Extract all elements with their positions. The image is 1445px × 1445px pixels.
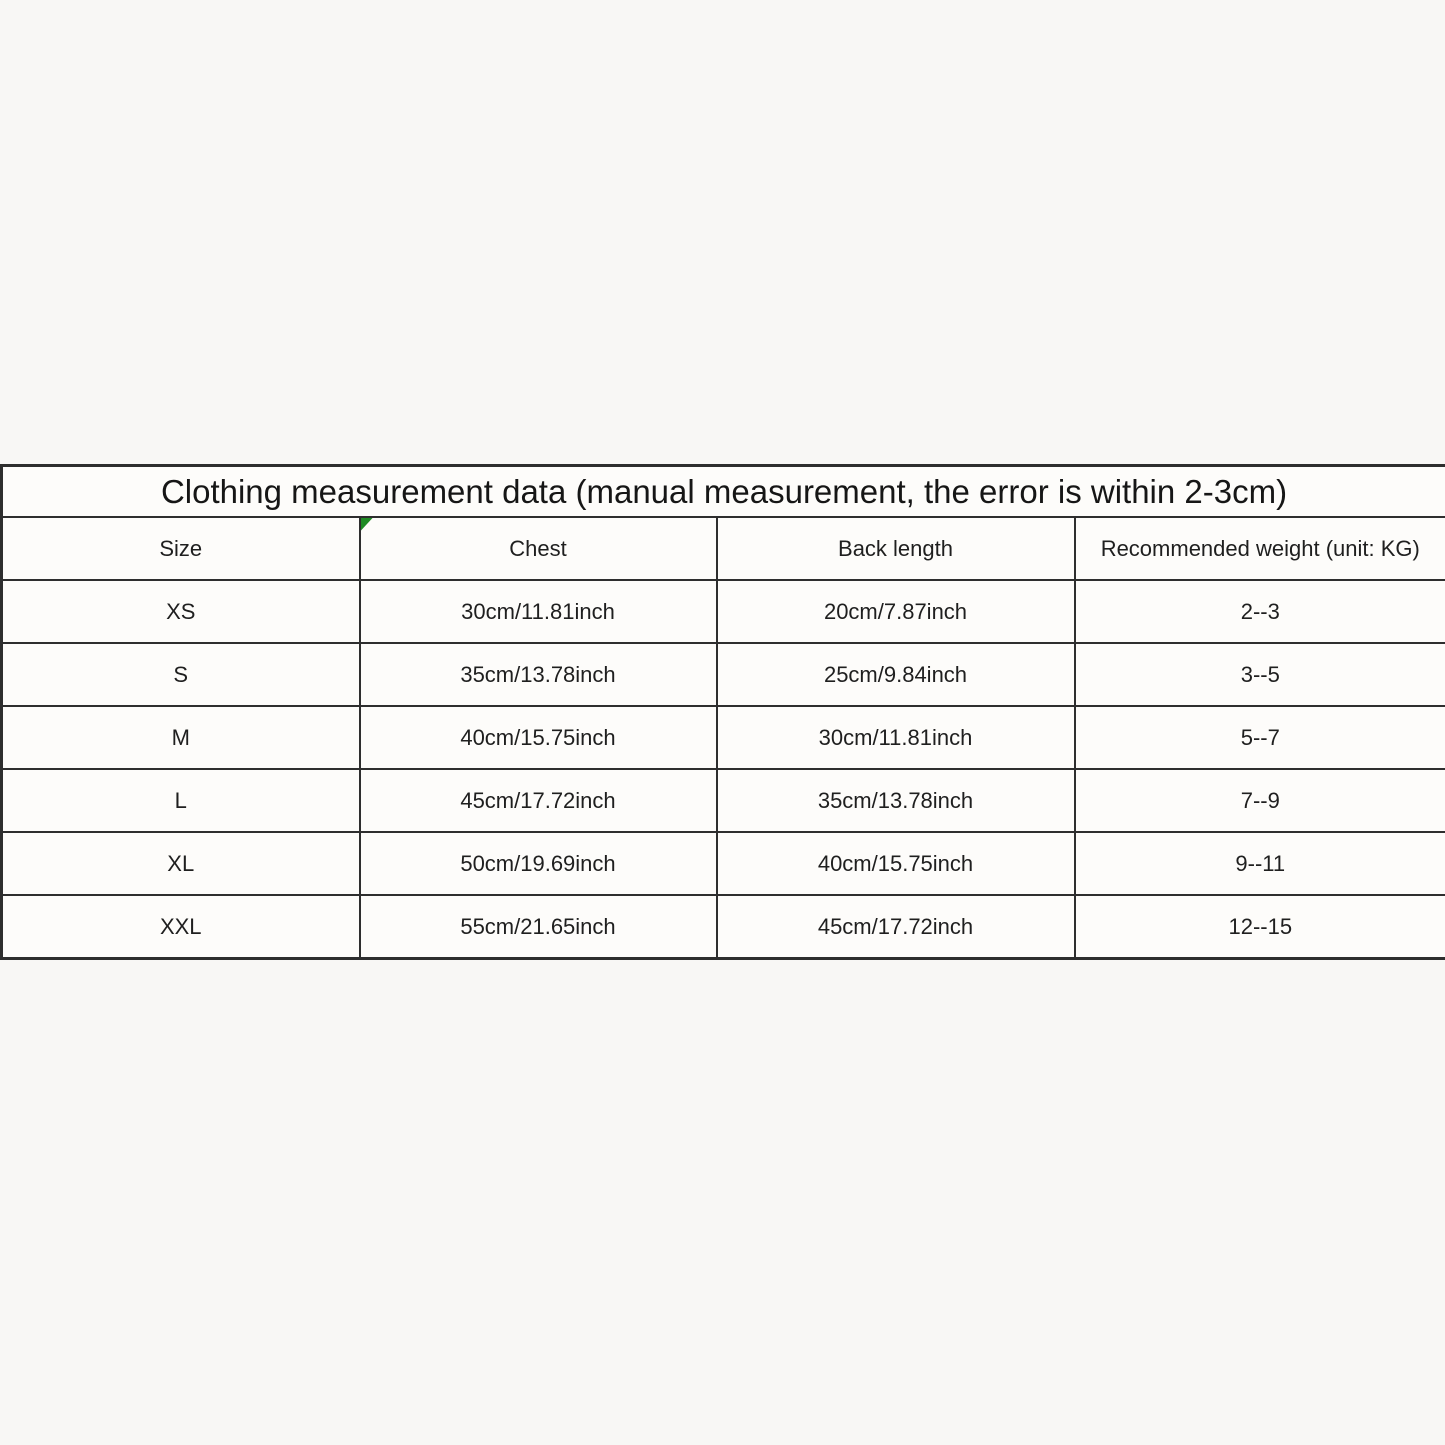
size-cell: S [0, 642, 361, 707]
weight-cell: 5--7 [1073, 705, 1445, 770]
back-length-cell: 30cm/11.81inch [715, 705, 1076, 770]
size-cell: XS [0, 579, 361, 644]
chest-cell: 45cm/17.72inch [358, 768, 718, 833]
table-row-m: M 40cm/15.75inch 30cm/11.81inch 5--7 [0, 705, 1445, 770]
table-row-xl: XL 50cm/19.69inch 40cm/15.75inch 9--11 [0, 831, 1445, 896]
column-header-chest: Chest [358, 516, 718, 581]
chest-cell: 50cm/19.69inch [358, 831, 718, 896]
table-title: Clothing measurement data (manual measur… [0, 464, 1445, 518]
column-header-recommended-weight: Recommended weight (unit: KG) [1073, 516, 1445, 581]
back-length-cell: 45cm/17.72inch [715, 894, 1076, 960]
weight-cell: 3--5 [1073, 642, 1445, 707]
weight-cell: 9--11 [1073, 831, 1445, 896]
back-length-cell: 40cm/15.75inch [715, 831, 1076, 896]
column-header-back-length: Back length [715, 516, 1076, 581]
size-chart-table: Clothing measurement data (manual measur… [0, 464, 1445, 960]
table-row-s: S 35cm/13.78inch 25cm/9.84inch 3--5 [0, 642, 1445, 707]
chest-cell: 35cm/13.78inch [358, 642, 718, 707]
table-row-xs: XS 30cm/11.81inch 20cm/7.87inch 2--3 [0, 579, 1445, 644]
chest-cell: 30cm/11.81inch [358, 579, 718, 644]
back-length-cell: 35cm/13.78inch [715, 768, 1076, 833]
table-title-row: Clothing measurement data (manual measur… [0, 464, 1445, 518]
size-cell: XL [0, 831, 361, 896]
column-header-size: Size [0, 516, 361, 581]
back-length-cell: 25cm/9.84inch [715, 642, 1076, 707]
size-cell: L [0, 768, 361, 833]
green-corner-triangle-icon [361, 519, 373, 531]
weight-cell: 12--15 [1073, 894, 1445, 960]
table-row-xxl: XXL 55cm/21.65inch 45cm/17.72inch 12--15 [0, 894, 1445, 960]
weight-cell: 2--3 [1073, 579, 1445, 644]
back-length-cell: 20cm/7.87inch [715, 579, 1076, 644]
table-header-row: Size Chest Back length Recommended weigh… [0, 516, 1445, 581]
chest-cell: 55cm/21.65inch [358, 894, 718, 960]
chest-cell: 40cm/15.75inch [358, 705, 718, 770]
table-row-l: L 45cm/17.72inch 35cm/13.78inch 7--9 [0, 768, 1445, 833]
size-cell: M [0, 705, 361, 770]
column-header-chest-label: Chest [509, 535, 567, 561]
size-cell: XXL [0, 894, 361, 960]
weight-cell: 7--9 [1073, 768, 1445, 833]
